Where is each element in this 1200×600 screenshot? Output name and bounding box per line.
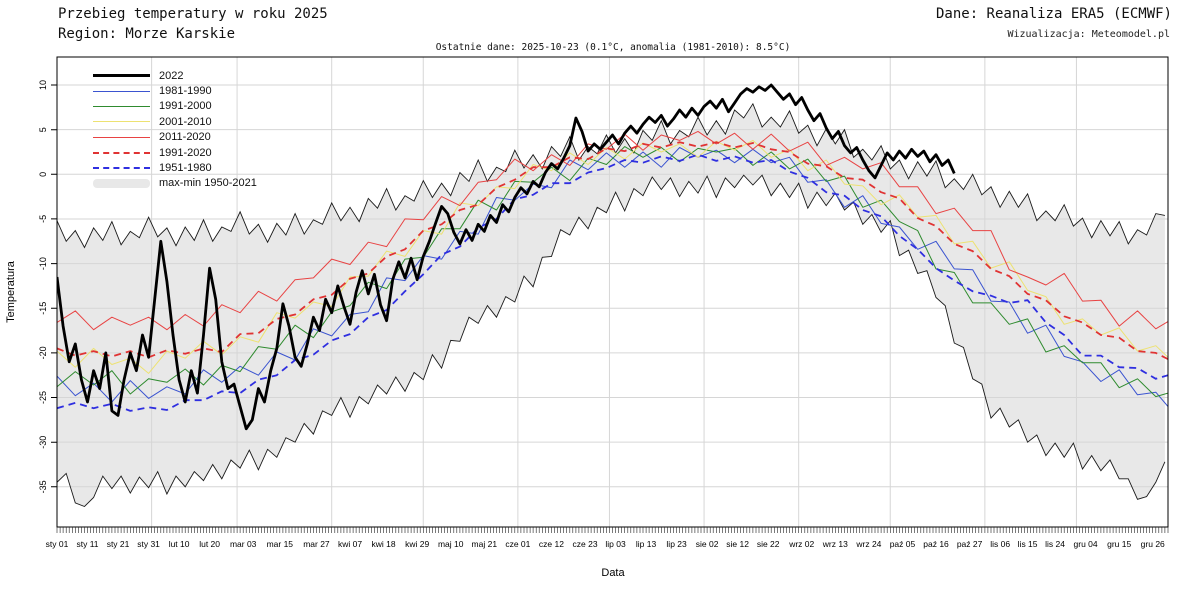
x-minor-ticks bbox=[56, 527, 1169, 533]
legend-item-2011-2020: 2011-2020 bbox=[93, 130, 257, 145]
x-tick-label: sty 21 bbox=[107, 539, 130, 549]
maxmin-band bbox=[57, 103, 1165, 507]
x-tick-label: sty 01 bbox=[46, 539, 69, 549]
x-tick-label: gru 15 bbox=[1107, 539, 1131, 549]
legend-item-maxmin-band: max-min 1950-2021 bbox=[93, 176, 257, 191]
legend-swatch-2011-2020 bbox=[93, 136, 150, 138]
legend-item-1951-1980: 1951-1980 bbox=[93, 160, 257, 175]
legend: 2022 1981-1990 1991-2000 2001-2010 2011-… bbox=[93, 68, 257, 191]
x-tick-label: wrz 24 bbox=[855, 539, 881, 549]
x-tick-label: lis 06 bbox=[990, 539, 1010, 549]
legend-swatch-1981-1990 bbox=[93, 90, 150, 92]
y-tick-label: -35 bbox=[38, 480, 48, 493]
x-tick-label: mar 15 bbox=[267, 539, 294, 549]
x-tick-label: sty 11 bbox=[76, 539, 98, 549]
chart-region-subtitle: Region: Morze Karskie bbox=[58, 26, 236, 42]
min-envelope-line bbox=[57, 174, 1166, 508]
x-tick-label: kwi 18 bbox=[372, 539, 396, 549]
x-tick-label: paź 05 bbox=[890, 539, 916, 549]
legend-swatch-2022 bbox=[93, 74, 150, 78]
x-tick-label: sie 22 bbox=[757, 539, 780, 549]
last-data-subtitle: Ostatnie dane: 2025-10-23 (0.1°C, anomal… bbox=[435, 42, 791, 53]
y-tick-label: 5 bbox=[38, 127, 48, 132]
x-tick-label: paź 16 bbox=[923, 539, 949, 549]
y-axis-title: Temperatura bbox=[5, 261, 17, 323]
x-tick-label: sty 31 bbox=[137, 539, 160, 549]
legend-swatch-1951-1980 bbox=[93, 167, 150, 170]
x-tick-label: maj 10 bbox=[438, 539, 464, 549]
series-2022 bbox=[57, 83, 956, 431]
y-tick-label: -15 bbox=[38, 302, 48, 315]
y-tick-label: -10 bbox=[38, 257, 48, 270]
legend-item-2022: 2022 bbox=[93, 68, 257, 83]
x-tick-label: mar 27 bbox=[303, 539, 330, 549]
y-major-ticks bbox=[51, 84, 57, 488]
x-tick-label: sie 02 bbox=[696, 539, 719, 549]
data-source-label: Dane: Reanaliza ERA5 (ECMWF) bbox=[935, 6, 1172, 22]
y-tick-label: -25 bbox=[38, 391, 48, 404]
x-tick-label: lis 15 bbox=[1018, 539, 1038, 549]
x-tick-label: lut 20 bbox=[199, 539, 220, 549]
x-tick-label: gru 26 bbox=[1141, 539, 1165, 549]
y-tick-label: 0 bbox=[38, 172, 48, 177]
x-tick-label: mar 03 bbox=[230, 539, 257, 549]
legend-item-1991-2000: 1991-2000 bbox=[93, 99, 257, 114]
legend-swatch-1991-2000 bbox=[93, 105, 150, 107]
x-tick-label: maj 21 bbox=[472, 539, 498, 549]
x-tick-label: wrz 02 bbox=[788, 539, 814, 549]
chart-title: Przebieg temperatury w roku 2025 bbox=[58, 6, 328, 22]
x-tick-label: lip 23 bbox=[666, 539, 687, 549]
x-tick-label: cze 12 bbox=[539, 539, 564, 549]
max-envelope-line bbox=[57, 102, 1165, 249]
x-tick-label: lip 03 bbox=[605, 539, 626, 549]
series-1951-1980 bbox=[57, 153, 1168, 412]
x-tick-label: kwi 29 bbox=[405, 539, 429, 549]
x-tick-label: lis 24 bbox=[1045, 539, 1065, 549]
x-tick-label: lut 10 bbox=[169, 539, 190, 549]
y-tick-label: -30 bbox=[38, 436, 48, 449]
legend-item-1991-2020: 1991-2020 bbox=[93, 145, 257, 160]
x-tick-label: paź 27 bbox=[957, 539, 983, 549]
legend-swatch-2001-2010 bbox=[93, 121, 150, 123]
legend-swatch-maxmin-band bbox=[93, 178, 150, 188]
x-tick-label: sie 12 bbox=[726, 539, 749, 549]
series-1991-2000 bbox=[57, 146, 1168, 398]
series-2001-2010 bbox=[57, 139, 1168, 374]
x-axis-title: Data bbox=[601, 567, 625, 579]
x-tick-label: wrz 13 bbox=[822, 539, 848, 549]
visualization-credit: Wizualizacja: Meteomodel.pl bbox=[1007, 29, 1170, 40]
y-tick-label: -5 bbox=[38, 215, 48, 223]
y-tick-label: 10 bbox=[38, 80, 48, 90]
legend-item-2001-2010: 2001-2010 bbox=[93, 114, 257, 129]
x-tick-label: cze 23 bbox=[573, 539, 598, 549]
y-tick-label: -20 bbox=[38, 346, 48, 359]
legend-item-1981-1990: 1981-1990 bbox=[93, 83, 257, 98]
legend-swatch-1991-2020 bbox=[93, 151, 150, 154]
x-tick-label: kwi 07 bbox=[338, 539, 362, 549]
x-tick-label: gru 04 bbox=[1074, 539, 1098, 549]
series-1991-2020 bbox=[57, 141, 1168, 360]
x-tick-label: cze 01 bbox=[505, 539, 530, 549]
x-tick-label: lip 13 bbox=[636, 539, 657, 549]
